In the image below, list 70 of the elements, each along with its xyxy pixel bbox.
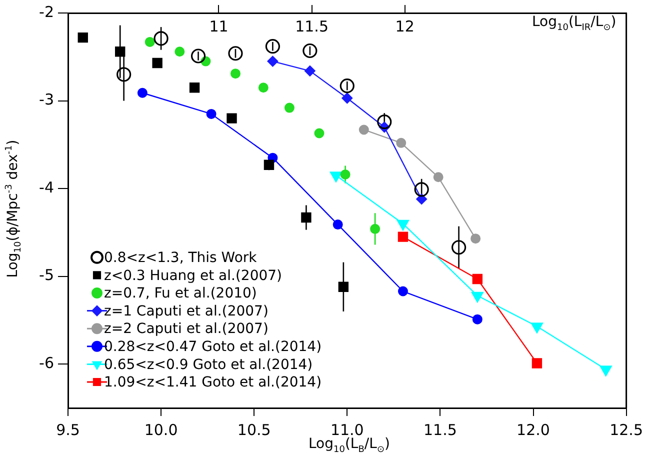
legend-label: 0.28<z<0.47 Goto et al.(2014)	[104, 339, 322, 356]
point	[152, 58, 162, 68]
legend-label: 0.8<z<1.3, This Work	[104, 250, 258, 266]
x2-tick-label: 12	[395, 17, 414, 36]
point	[190, 48, 206, 64]
point	[398, 232, 408, 242]
point	[78, 32, 88, 43]
point	[301, 212, 312, 223]
point	[414, 182, 429, 197]
point	[144, 36, 155, 47]
point	[340, 78, 354, 94]
point	[342, 92, 353, 104]
x2-tick-label: 11.5	[295, 17, 328, 36]
point	[226, 113, 237, 124]
point	[228, 46, 243, 61]
x2-tick-label: 11	[209, 17, 228, 36]
point	[433, 172, 444, 182]
y-tick-label: -6	[39, 354, 54, 372]
point	[471, 292, 484, 303]
legend-label: z=0.7, Fu et al.(2010)	[104, 286, 257, 302]
point	[470, 234, 481, 244]
y-tick-label: -2	[39, 2, 54, 21]
point	[264, 160, 274, 170]
point	[258, 82, 268, 93]
point	[115, 46, 126, 57]
point	[370, 224, 380, 234]
point	[600, 366, 612, 376]
point	[230, 68, 240, 79]
point	[396, 220, 410, 231]
x-tick-label: 12.0	[516, 420, 550, 439]
point	[137, 88, 148, 98]
x-axis-title: Log$_{10}$(L$_{B}$/L$_{⊙}$)	[308, 436, 390, 455]
point	[472, 314, 482, 324]
x-tick-label: 11.5	[423, 420, 457, 439]
legend-label: z<0.3 Huang et al.(2007)	[104, 268, 282, 284]
point	[332, 220, 343, 230]
point	[265, 39, 280, 54]
legend-label: 0.65<z<0.9 Goto et al.(2014)	[104, 356, 313, 373]
point	[116, 67, 132, 82]
point	[358, 124, 369, 135]
point	[532, 358, 542, 368]
x2-axis-title: Log$_{10}$(L$_{IR}$/L$_{⊙}$)	[532, 14, 616, 33]
point	[304, 65, 316, 76]
legend-label: z=2 Caputi et al.(2007)	[104, 321, 268, 338]
y-tick-label: -4	[39, 178, 54, 196]
x-tick-label: 10.0	[144, 420, 178, 439]
point	[302, 43, 318, 58]
y-tick-label: -5	[39, 266, 54, 284]
point	[396, 138, 406, 148]
x-tick-label: 10.5	[237, 420, 271, 439]
point	[314, 128, 324, 138]
point	[452, 240, 466, 255]
point	[330, 172, 342, 182]
point	[189, 82, 200, 93]
point	[174, 46, 185, 57]
point	[267, 56, 278, 67]
point	[472, 274, 483, 284]
x-tick-label: 12.5	[610, 420, 644, 439]
point	[284, 102, 294, 113]
legend-label: 1.09<z<1.41 Goto et al.(2014)	[104, 374, 322, 391]
point	[377, 114, 392, 130]
point	[206, 108, 216, 119]
y-tick-label: -3	[39, 90, 54, 109]
point	[154, 31, 168, 46]
point	[530, 322, 544, 334]
point	[340, 170, 350, 180]
point	[398, 286, 408, 296]
legend-label: z=1 Caputi et al.(2007)	[104, 303, 268, 320]
point	[338, 282, 349, 292]
x-tick-label: 9.5	[56, 420, 80, 439]
